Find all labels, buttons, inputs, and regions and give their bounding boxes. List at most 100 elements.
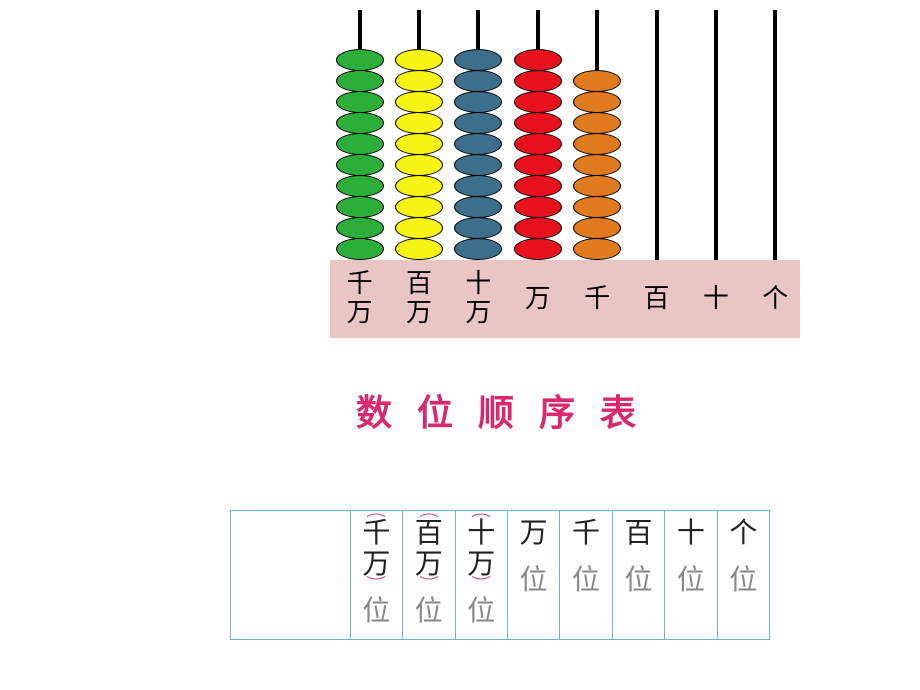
table-cell: 十万位 — [456, 511, 508, 639]
bead — [454, 154, 502, 176]
bead — [336, 196, 384, 218]
table-cell-top: 千 — [572, 519, 600, 550]
table-cell: 百位 — [613, 511, 665, 639]
table-cell-top: 个 — [729, 519, 757, 550]
bead — [336, 133, 384, 155]
bead — [573, 175, 621, 197]
rod-line — [714, 10, 718, 260]
bead — [395, 49, 443, 71]
abacus-rod — [751, 10, 800, 260]
abacus-rod — [573, 10, 622, 260]
bead — [573, 70, 621, 92]
abacus-container: 千万百万十万万千百十个 — [330, 10, 800, 338]
bead — [514, 91, 562, 113]
bead — [395, 175, 443, 197]
bead — [336, 175, 384, 197]
bead — [573, 154, 621, 176]
bead — [573, 112, 621, 134]
place-value-table: 千万位百万位十万位万位千位百位十位个位 — [230, 510, 770, 640]
bead — [573, 133, 621, 155]
bead — [514, 196, 562, 218]
bead — [573, 196, 621, 218]
table-cell-bottom: 位 — [362, 589, 390, 629]
bead — [395, 112, 443, 134]
abacus-column-label: 十 — [691, 285, 740, 314]
abacus-column-label: 百万 — [394, 270, 443, 327]
table-cell-bottom: 位 — [677, 558, 705, 598]
bead — [336, 49, 384, 71]
table-cell-top: 十万 — [456, 519, 507, 581]
bead-stack — [336, 50, 384, 260]
bead — [395, 154, 443, 176]
bead — [514, 133, 562, 155]
bead — [395, 91, 443, 113]
abacus-column-label: 万 — [513, 285, 562, 314]
table-cell-top: 百万 — [403, 519, 454, 581]
abacus-column-label: 个 — [751, 285, 800, 314]
bead — [454, 196, 502, 218]
bead — [514, 217, 562, 239]
bead-stack — [395, 50, 443, 260]
abacus-rods — [330, 10, 800, 260]
abacus-rod — [691, 10, 740, 260]
table-cell-top: 万 — [520, 519, 548, 550]
abacus: 千万百万十万万千百十个 — [330, 10, 800, 340]
table-cell-top: 千万 — [351, 519, 402, 581]
abacus-rod — [394, 10, 443, 260]
bead — [336, 112, 384, 134]
bead — [573, 217, 621, 239]
bead-stack — [573, 71, 621, 260]
bead — [454, 112, 502, 134]
page-title: 数 位 顺 序 表 — [190, 384, 810, 436]
table-cell-bottom: 位 — [572, 558, 600, 598]
bead — [395, 217, 443, 239]
bead — [336, 217, 384, 239]
bead — [573, 238, 621, 260]
rod-line — [773, 10, 777, 260]
table-cell: 千万位 — [351, 511, 403, 639]
table-cell-bottom: 位 — [415, 589, 443, 629]
title-container: 数 位 顺 序 表 — [190, 350, 810, 470]
table-cell-bottom: 位 — [624, 558, 652, 598]
abacus-column-label: 百 — [632, 285, 681, 314]
table-cell: 个位 — [718, 511, 769, 639]
bead — [514, 175, 562, 197]
bead — [454, 238, 502, 260]
table-cell-bottom: 位 — [729, 558, 757, 598]
table-cell: 万位 — [508, 511, 560, 639]
table-empty-cell — [231, 511, 351, 639]
bead — [573, 91, 621, 113]
abacus-column-label: 千 — [573, 285, 622, 314]
bead — [336, 70, 384, 92]
bead — [454, 70, 502, 92]
table-cell-top: 百 — [624, 519, 652, 550]
bead — [395, 238, 443, 260]
table-cell: 千位 — [560, 511, 612, 639]
abacus-rod — [335, 10, 384, 260]
abacus-rod — [513, 10, 562, 260]
table-cell: 百万位 — [403, 511, 455, 639]
bead — [454, 175, 502, 197]
bead-stack — [454, 50, 502, 260]
bead — [454, 49, 502, 71]
table-cell: 十位 — [665, 511, 717, 639]
table-cell-bottom: 位 — [520, 558, 548, 598]
bead — [454, 217, 502, 239]
bead — [336, 154, 384, 176]
abacus-labels: 千万百万十万万千百十个 — [330, 260, 800, 338]
abacus-column-label: 千万 — [335, 270, 384, 327]
bead — [336, 91, 384, 113]
table-cell-bottom: 位 — [467, 589, 495, 629]
table-cell-top: 十 — [677, 519, 705, 550]
bead — [514, 238, 562, 260]
bead — [514, 112, 562, 134]
bead — [454, 133, 502, 155]
abacus-rod — [454, 10, 503, 260]
bead — [514, 154, 562, 176]
bead — [395, 133, 443, 155]
bead — [514, 70, 562, 92]
abacus-rod — [632, 10, 681, 260]
rod-line — [655, 10, 659, 260]
bead-stack — [514, 50, 562, 260]
bead — [395, 70, 443, 92]
